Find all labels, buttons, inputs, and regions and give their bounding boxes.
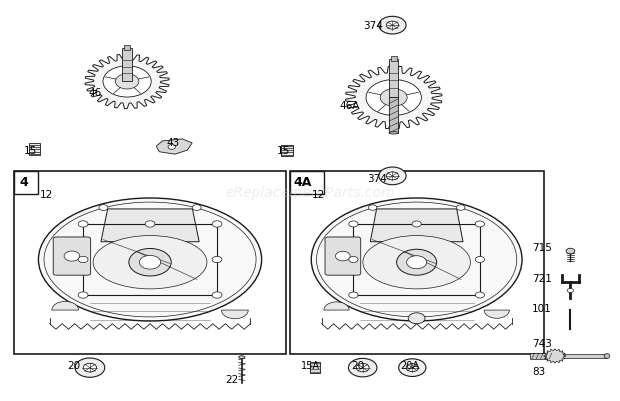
Text: 721: 721 [532, 273, 552, 284]
Ellipse shape [389, 132, 398, 135]
Circle shape [368, 205, 377, 211]
Ellipse shape [38, 198, 262, 321]
Text: 15: 15 [24, 145, 37, 155]
Circle shape [386, 172, 399, 180]
Ellipse shape [93, 236, 207, 289]
Polygon shape [345, 67, 442, 130]
Wedge shape [221, 310, 248, 319]
Wedge shape [52, 302, 79, 310]
Circle shape [379, 168, 406, 185]
Polygon shape [544, 349, 566, 363]
Text: 12: 12 [40, 189, 53, 199]
Text: 4A: 4A [294, 175, 312, 188]
Wedge shape [324, 302, 349, 310]
Circle shape [192, 205, 201, 211]
Circle shape [129, 249, 171, 276]
Bar [530, 353, 555, 359]
Circle shape [212, 292, 222, 298]
Text: 20: 20 [352, 360, 365, 370]
Bar [391, 57, 397, 62]
Circle shape [349, 292, 358, 298]
Circle shape [75, 358, 105, 377]
Text: eReplacementParts.com: eReplacementParts.com [225, 186, 395, 199]
Circle shape [140, 256, 161, 269]
Bar [14, 171, 38, 194]
Circle shape [99, 205, 108, 211]
Circle shape [407, 256, 427, 269]
Circle shape [64, 251, 80, 261]
Circle shape [406, 364, 419, 372]
Text: 20: 20 [67, 360, 80, 370]
Circle shape [335, 252, 350, 261]
Text: 22: 22 [225, 374, 238, 384]
Text: 15A: 15A [301, 360, 321, 370]
FancyBboxPatch shape [53, 237, 91, 275]
Bar [290, 171, 324, 194]
Bar [83, 225, 217, 295]
Bar [122, 49, 131, 82]
Text: 20A: 20A [400, 360, 419, 370]
Text: 15: 15 [277, 145, 290, 155]
Circle shape [78, 221, 88, 228]
Circle shape [356, 364, 369, 372]
Bar [29, 144, 40, 156]
Ellipse shape [239, 356, 245, 358]
Bar [124, 47, 130, 51]
Text: 46: 46 [89, 87, 102, 97]
Ellipse shape [363, 236, 471, 289]
Ellipse shape [604, 354, 609, 358]
Polygon shape [101, 209, 199, 242]
Circle shape [408, 313, 425, 324]
Circle shape [476, 221, 484, 227]
Circle shape [476, 257, 484, 263]
Text: 43: 43 [166, 138, 179, 148]
Circle shape [83, 363, 97, 372]
Bar [389, 98, 399, 134]
Circle shape [168, 145, 175, 150]
Circle shape [566, 249, 575, 254]
Bar [560, 354, 607, 358]
Text: 374: 374 [363, 21, 383, 31]
Circle shape [397, 249, 436, 275]
Circle shape [145, 221, 155, 228]
Bar [353, 225, 480, 295]
Circle shape [349, 221, 358, 227]
Circle shape [476, 292, 484, 298]
Bar [290, 171, 544, 354]
Circle shape [380, 89, 407, 107]
Circle shape [115, 75, 139, 90]
Bar [281, 145, 293, 156]
Text: 83: 83 [532, 366, 545, 376]
Polygon shape [156, 140, 192, 155]
Text: 101: 101 [532, 304, 552, 314]
Bar [389, 60, 399, 98]
Wedge shape [484, 310, 510, 318]
Circle shape [212, 221, 222, 228]
Circle shape [366, 80, 422, 116]
Circle shape [212, 257, 222, 263]
Circle shape [399, 359, 426, 377]
Text: 4: 4 [20, 175, 29, 188]
Text: 46A: 46A [340, 101, 360, 111]
Circle shape [349, 257, 358, 263]
Circle shape [78, 257, 88, 263]
Circle shape [103, 67, 151, 98]
Circle shape [386, 22, 399, 30]
Circle shape [379, 17, 406, 35]
Circle shape [78, 292, 88, 298]
Polygon shape [85, 55, 169, 109]
Circle shape [567, 289, 574, 293]
Text: 743: 743 [532, 338, 552, 348]
Text: 12: 12 [312, 189, 325, 199]
Bar [310, 362, 320, 373]
Bar [14, 171, 286, 354]
Circle shape [412, 221, 421, 227]
Circle shape [456, 205, 465, 211]
Text: 715: 715 [532, 243, 552, 253]
FancyBboxPatch shape [325, 237, 361, 275]
Polygon shape [370, 209, 463, 242]
Circle shape [348, 358, 377, 377]
Text: 374: 374 [367, 174, 387, 184]
Ellipse shape [311, 198, 522, 321]
